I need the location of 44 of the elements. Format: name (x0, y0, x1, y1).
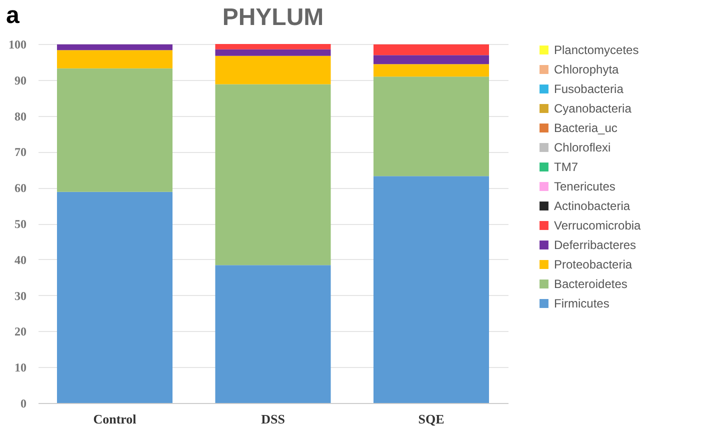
y-tick-label: 10 (14, 360, 26, 375)
legend-label: Deferribacteres (554, 238, 636, 252)
y-tick-label: 50 (14, 217, 26, 231)
bar (373, 55, 490, 64)
bar (373, 44, 490, 56)
bar (373, 76, 490, 176)
bar (215, 49, 331, 56)
legend-label: Planctomycetes (554, 43, 639, 57)
legend-label: Verrucomicrobia (554, 218, 642, 232)
legend-label: Proteobacteria (554, 258, 632, 272)
bar (215, 56, 331, 84)
legend-label: Bacteroidetes (554, 277, 628, 291)
bar (56, 192, 173, 403)
legend-label: TM7 (554, 160, 578, 174)
y-tick-label: 90 (14, 73, 26, 88)
bar (373, 176, 490, 403)
y-tick-label: 100 (8, 38, 26, 52)
y-tick-label: 20 (14, 324, 26, 339)
y-tick-label: 80 (14, 109, 26, 124)
x-tick-label: DSS (261, 412, 285, 426)
bar (56, 50, 173, 68)
legend-label: Cyanobacteria (554, 102, 632, 116)
x-tick-label: SQE (418, 412, 444, 426)
y-tick-label: 70 (14, 145, 26, 160)
legend-label: Tenericutes (554, 180, 616, 194)
bar (215, 44, 331, 50)
y-tick-label: 0 (20, 396, 26, 410)
legend-label: Bacteria_uc (554, 121, 618, 135)
text: a (6, 2, 20, 30)
y-tick-label: 60 (14, 181, 26, 196)
legend-label: Chlorophyta (554, 62, 620, 76)
x-tick-label: Control (93, 412, 137, 426)
y-tick-label: 40 (14, 252, 26, 267)
legend-label: Chloroflexi (554, 140, 611, 154)
legend-label: Firmicutes (554, 296, 610, 310)
bar (373, 64, 490, 77)
chart-title: PHYLUM (222, 4, 324, 31)
bar (56, 44, 173, 50)
bar (215, 84, 331, 266)
y-tick-label: 30 (14, 288, 26, 303)
legend-label: Fusobacteria (554, 82, 624, 96)
legend-label: Actinobacteria (554, 199, 630, 213)
bar (56, 68, 173, 192)
bar (215, 265, 331, 403)
